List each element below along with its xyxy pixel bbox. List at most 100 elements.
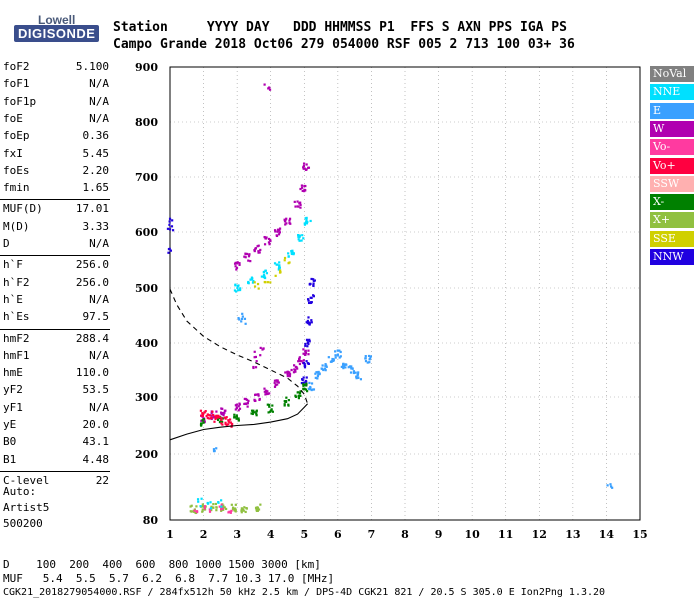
data-point: [236, 286, 239, 290]
data-point: [306, 345, 309, 348]
data-point: [262, 274, 266, 277]
data-point: [206, 502, 210, 505]
data-point: [253, 411, 256, 414]
data-point: [231, 422, 234, 426]
data-point: [350, 367, 353, 370]
data-point: [310, 277, 313, 281]
param-name: foEs: [3, 163, 30, 177]
param-value: 288.4: [75, 331, 109, 345]
x-tick-label: 13: [565, 528, 580, 541]
param-name: fxI: [3, 146, 23, 160]
data-point: [235, 290, 238, 293]
data-point: [210, 508, 213, 512]
data-point: [255, 412, 258, 415]
data-point: [267, 392, 270, 395]
data-point: [237, 405, 240, 408]
data-point: [200, 414, 203, 417]
data-point: [308, 340, 311, 343]
data-point: [268, 405, 271, 408]
data-point: [209, 501, 212, 504]
profile-solid-line: [169, 403, 309, 441]
data-point: [609, 485, 613, 488]
data-point: [265, 236, 268, 239]
data-point: [278, 227, 282, 230]
data-point: [253, 285, 257, 288]
data-point: [297, 360, 300, 363]
param-name: h`E: [3, 292, 23, 306]
data-point: [303, 223, 307, 226]
data-point: [305, 222, 309, 225]
data-point: [222, 412, 225, 416]
data-point: [306, 298, 310, 301]
file-info-row: CGK21_2018279054000.RSF / 284fx512h 50 k…: [3, 587, 606, 598]
param-name: M(D): [3, 219, 30, 233]
x-tick-label: 10: [464, 528, 480, 541]
data-point: [302, 384, 305, 387]
data-point: [334, 356, 337, 359]
data-point: [219, 411, 223, 414]
param-name: B0: [3, 435, 17, 449]
data-point: [229, 511, 232, 514]
data-point: [263, 83, 266, 86]
data-point: [269, 239, 272, 243]
data-point: [220, 499, 223, 502]
data-point: [278, 229, 281, 232]
data-point: [273, 379, 277, 382]
chart-profiles: [169, 288, 309, 441]
data-point: [234, 265, 237, 268]
param-value: N/A: [89, 77, 109, 91]
data-point: [310, 301, 313, 304]
data-point: [237, 289, 240, 292]
param-name: C-level: [3, 473, 50, 487]
param-value: 256.0: [75, 258, 109, 272]
data-point: [292, 371, 296, 374]
data-point: [303, 366, 307, 369]
data-point: [200, 419, 203, 422]
data-point: [245, 507, 248, 510]
data-point: [210, 414, 213, 417]
data-point: [215, 414, 218, 417]
x-tick-label: 12: [532, 528, 547, 541]
data-point: [304, 353, 307, 356]
data-point: [303, 364, 307, 368]
data-point: [256, 509, 259, 512]
data-point: [264, 393, 267, 396]
chart-tick-labels: 1 2 3 4 5 6 7 8 9 10 11 12 13 14 158020030040050060070…: [135, 61, 648, 541]
data-point: [243, 317, 247, 320]
data-point: [225, 416, 228, 419]
data-point: [334, 354, 337, 357]
data-point: [307, 299, 310, 302]
data-point: [259, 503, 262, 506]
data-point: [237, 316, 240, 320]
data-point: [257, 244, 260, 247]
data-point: [244, 256, 247, 259]
y-tick-label: 400: [135, 337, 158, 350]
data-point: [297, 238, 300, 241]
data-point: [221, 508, 224, 511]
chart-marks: [166, 83, 614, 515]
data-point: [288, 373, 292, 376]
parameter-panel: foF2 5.100 foF1 N/A foF1p N/A foE N/A foEp 0.36 fx…: [0, 0, 112, 600]
data-point: [220, 422, 223, 425]
param-name: hmF1: [3, 348, 30, 362]
data-point: [235, 266, 239, 269]
data-point: [266, 390, 269, 393]
data-point: [193, 508, 196, 511]
data-point: [189, 505, 192, 508]
data-point: [264, 391, 267, 394]
data-point: [325, 365, 328, 368]
data-point: [209, 507, 213, 510]
data-point: [338, 356, 341, 359]
legend-item-noval: NoVal: [650, 66, 694, 82]
data-point: [302, 352, 305, 355]
data-point: [237, 419, 240, 422]
param-value: 2.20: [82, 163, 110, 177]
data-point: [321, 364, 324, 367]
data-point: [287, 399, 290, 402]
data-point: [251, 412, 254, 416]
data-point: [276, 380, 279, 383]
data-point: [220, 509, 223, 512]
data-point: [342, 363, 345, 366]
data-point: [254, 366, 258, 369]
data-point: [249, 278, 252, 281]
